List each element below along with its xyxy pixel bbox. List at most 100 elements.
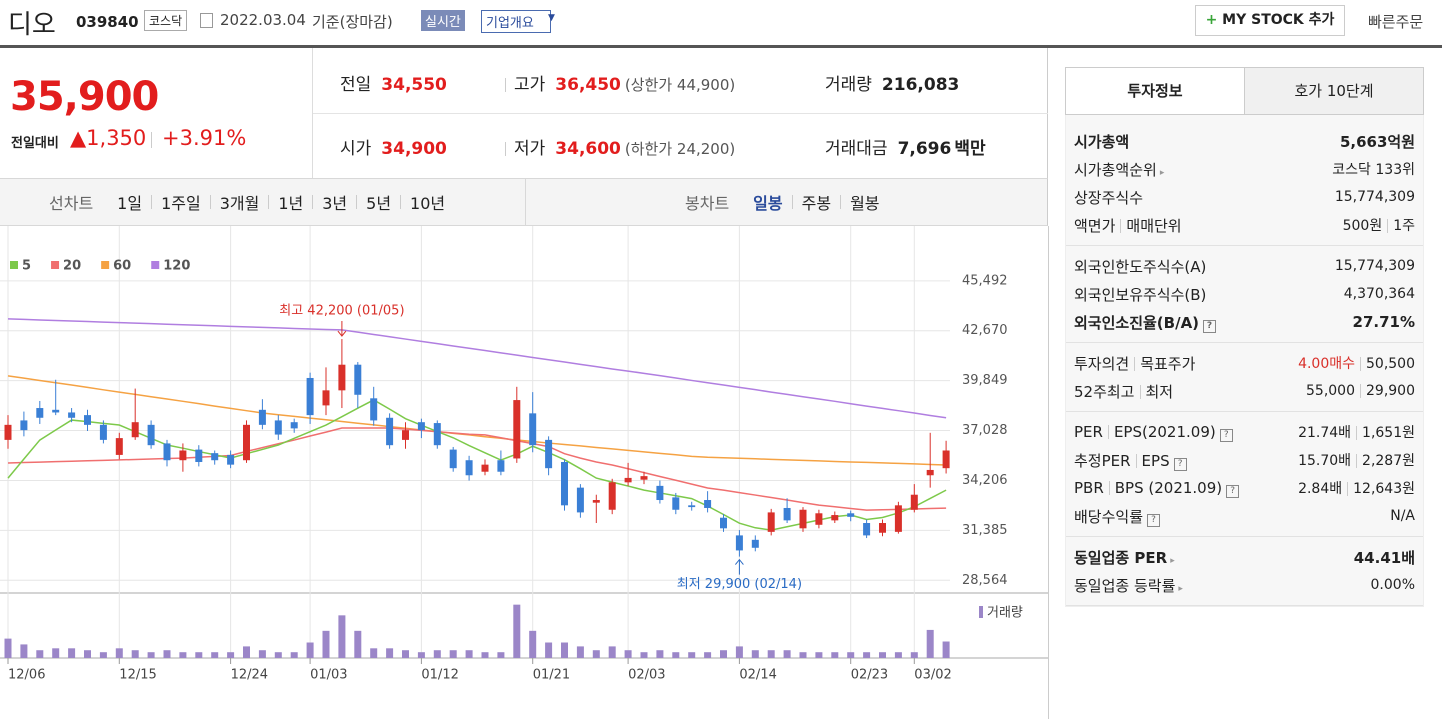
- volume-bar: [735, 646, 743, 658]
- value-part: 27.71%: [1352, 313, 1415, 331]
- line-period-bar: 선차트 1일 1주일 3개월 1년 3년 5년 10년: [0, 178, 525, 226]
- period-item[interactable]: 월봉: [850, 194, 880, 213]
- period-item[interactable]: 5년: [366, 194, 392, 213]
- separator: [1347, 482, 1349, 496]
- info-label: 52주최고 최저: [1074, 381, 1173, 402]
- separator: [268, 195, 270, 209]
- basis: 기준(장마감): [312, 13, 393, 31]
- volume-bar: [783, 650, 791, 658]
- ma-line: [7, 318, 947, 419]
- label-part: 매매단위: [1126, 216, 1182, 235]
- divider: [313, 113, 1048, 114]
- info-row: PBR BPS (2021.09)? 2.84배 12,643원: [1074, 474, 1415, 502]
- field-label: 거래대금: [825, 139, 888, 159]
- info-row: 외국인한도주식수(A) 15,774,309: [1074, 252, 1415, 280]
- info-row: 액면가 매매단위 500원 1주: [1074, 211, 1415, 239]
- candle-body: [465, 460, 473, 476]
- info-icon[interactable]: ?: [1147, 513, 1161, 527]
- separator: [505, 78, 506, 92]
- volume-bar: [243, 646, 250, 658]
- separator: [505, 142, 506, 156]
- candle-body: [4, 424, 12, 440]
- label-part: 시가총액순위: [1074, 160, 1157, 179]
- legend-label: 120: [163, 259, 190, 274]
- stock-code: 039840: [76, 13, 139, 31]
- info-label: 외국인한도주식수(A): [1074, 256, 1206, 277]
- separator: [1134, 357, 1136, 371]
- info-icon[interactable]: ?: [1226, 484, 1240, 498]
- x-tick-label: 01/21: [533, 668, 570, 683]
- candle-body: [720, 517, 727, 529]
- volume-bar: [115, 648, 123, 658]
- period-item[interactable]: 주봉: [801, 194, 832, 213]
- volume-bar: [4, 638, 12, 658]
- realtime[interactable]: 실시간: [421, 10, 465, 31]
- info-icon[interactable]: ?: [1219, 428, 1233, 442]
- volume-bar: [52, 648, 60, 658]
- candle-body: [258, 409, 266, 425]
- value-part: 4,370,364: [1343, 286, 1415, 302]
- volume-bar: [402, 650, 409, 658]
- volume-bar: [863, 652, 871, 658]
- y-tick-label: 31,385: [962, 523, 1008, 538]
- mystock-button[interactable]: + MY STOCK 추가: [1195, 5, 1345, 36]
- candle-body: [290, 422, 298, 429]
- y-tick-label: 37,028: [962, 423, 1008, 438]
- label-part: BPS (2021.09): [1114, 478, 1223, 497]
- tab[interactable]: 투자정보: [1127, 82, 1183, 100]
- period-item[interactable]: 1주일: [161, 194, 201, 213]
- candle-body: [36, 408, 44, 418]
- volume-bar: [656, 650, 664, 658]
- quick-order[interactable]: 빠른주문: [1368, 13, 1424, 31]
- date: 2022.03.04: [220, 11, 306, 29]
- candle-body: [179, 450, 187, 461]
- label-part: 동일업종 등락률: [1074, 576, 1176, 595]
- candle-body: [513, 400, 521, 459]
- candle-body: [481, 464, 489, 472]
- info-icon[interactable]: ?: [1173, 457, 1187, 471]
- period-item[interactable]: 3년: [322, 194, 348, 213]
- candle-body: [211, 453, 219, 461]
- volume-bar: [688, 652, 696, 658]
- x-tick-label: 02/03: [628, 668, 665, 683]
- candle-body: [243, 424, 250, 461]
- period-item[interactable]: 일봉: [753, 194, 783, 213]
- volume-bar: [672, 652, 680, 658]
- volume-bar: [942, 641, 950, 658]
- tab[interactable]: 호가 10단계: [1244, 68, 1423, 114]
- field-sub: (상한가 44,900): [624, 76, 736, 94]
- info-value: 4.00매수 50,500: [1298, 353, 1415, 373]
- y-tick-label: 39,849: [962, 373, 1008, 388]
- low-arrow: [735, 558, 744, 575]
- volume-bar: [433, 650, 441, 658]
- change: ▲1,350: [70, 126, 147, 150]
- info-icon[interactable]: ?: [1203, 319, 1217, 333]
- candle-body: [910, 494, 918, 510]
- candle-body: [433, 423, 441, 446]
- candle-body: [322, 390, 330, 406]
- company[interactable]: 기업개요: [481, 10, 551, 33]
- value-part: 코스닥 133위: [1332, 162, 1415, 178]
- period-item[interactable]: 3개월: [219, 194, 260, 213]
- period-item[interactable]: 1년: [278, 194, 304, 213]
- info-group: PER EPS(2021.09)? 21.74배 1,651원 추정PER EPS? 15.…: [1066, 412, 1423, 537]
- info-value: 4,370,364: [1344, 286, 1415, 302]
- separator: [151, 132, 152, 148]
- field-value: 36,450: [555, 75, 621, 95]
- field-unit: 백만: [954, 139, 986, 159]
- label-part: 외국인소진율(B/A): [1074, 313, 1200, 332]
- candle-body: [847, 513, 855, 517]
- info-label: 동일업종 PER ▸: [1074, 547, 1175, 568]
- volume-bar: [370, 648, 378, 658]
- separator: [1107, 425, 1109, 439]
- info-row: 동일업종 PER ▸ 44.41배: [1074, 543, 1415, 571]
- x-tick-label: 02/14: [739, 668, 776, 683]
- period-item[interactable]: 1일: [117, 194, 143, 213]
- link-arrow: ▸: [1178, 583, 1183, 594]
- candle-body: [688, 505, 696, 508]
- volume-bar: [163, 650, 171, 658]
- period-item[interactable]: 10년: [410, 194, 446, 213]
- value-part: 44.41배: [1353, 548, 1415, 567]
- volume-bar: [624, 650, 632, 658]
